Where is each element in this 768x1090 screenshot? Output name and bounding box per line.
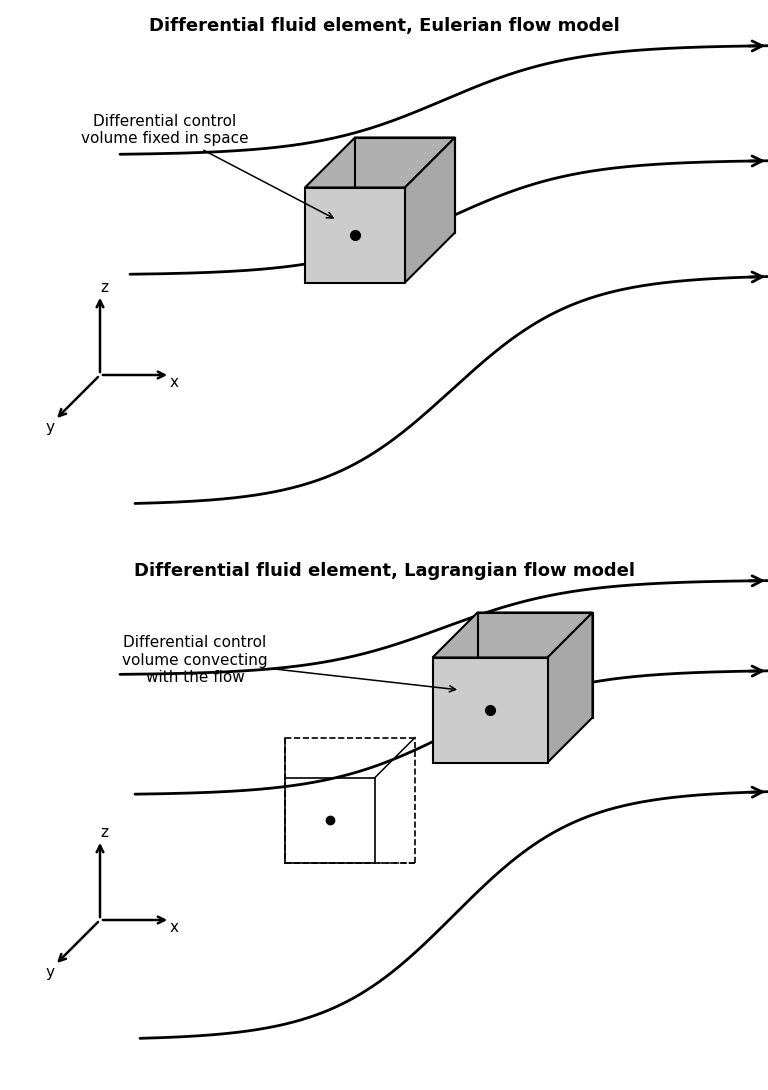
Text: y: y bbox=[46, 965, 55, 980]
Text: x: x bbox=[170, 920, 179, 935]
Polygon shape bbox=[548, 613, 592, 763]
Text: x: x bbox=[170, 375, 179, 390]
Polygon shape bbox=[305, 137, 455, 187]
Text: Differential fluid element, Lagrangian flow model: Differential fluid element, Lagrangian f… bbox=[134, 562, 634, 580]
Text: Differential control
volume fixed in space: Differential control volume fixed in spa… bbox=[81, 113, 333, 218]
Text: z: z bbox=[100, 280, 108, 295]
Polygon shape bbox=[405, 137, 455, 282]
Text: Differential fluid element, Eulerian flow model: Differential fluid element, Eulerian flo… bbox=[149, 17, 619, 35]
Text: Differential control
volume convecting
with the flow: Differential control volume convecting w… bbox=[122, 635, 455, 692]
Polygon shape bbox=[432, 657, 548, 763]
Text: y: y bbox=[46, 420, 55, 435]
Polygon shape bbox=[432, 613, 592, 657]
Polygon shape bbox=[305, 187, 405, 282]
Text: z: z bbox=[100, 825, 108, 840]
